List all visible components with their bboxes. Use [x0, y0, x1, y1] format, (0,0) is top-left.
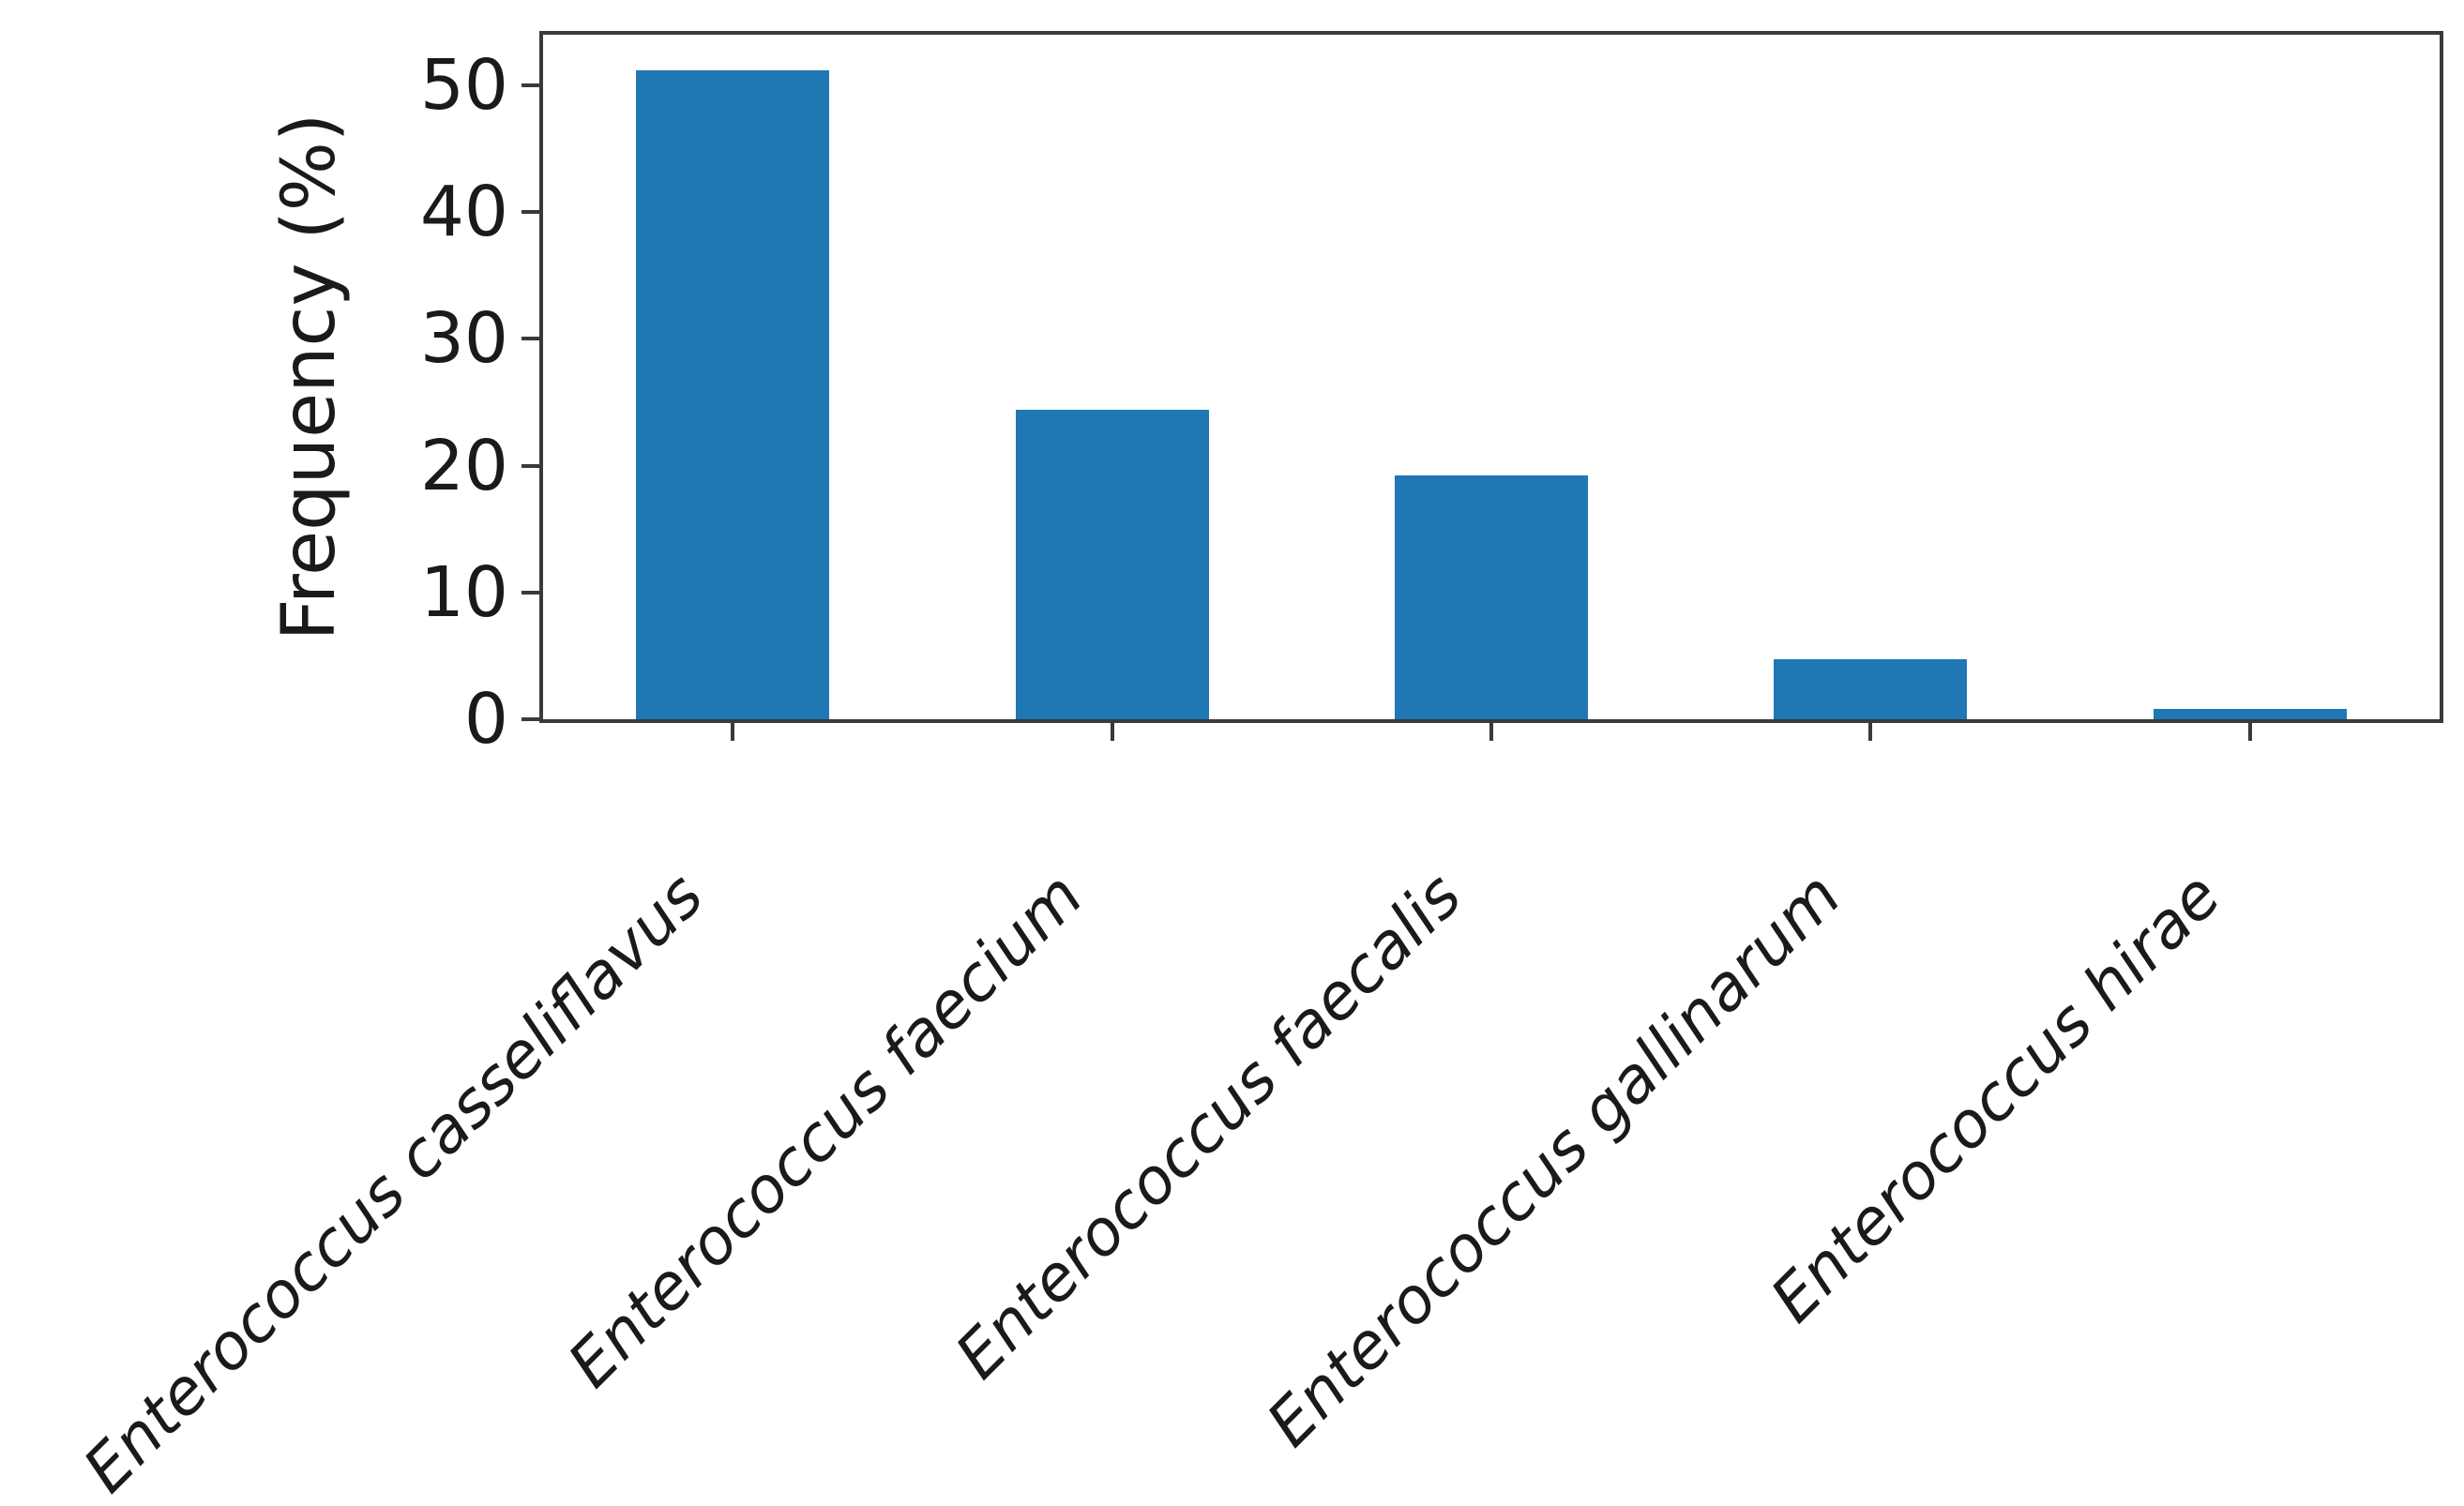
x-tick-mark: [1110, 723, 1114, 741]
y-tick-label: 10: [419, 551, 508, 633]
y-tick-label: 50: [419, 45, 508, 127]
x-tick-label: Enterococcus casseliflavus: [68, 858, 718, 1506]
y-tick-mark: [522, 210, 539, 215]
y-axis-label: Frequency (%): [267, 113, 352, 641]
bar: [1774, 659, 1968, 719]
x-tick-mark: [1489, 723, 1493, 741]
y-tick-label: 40: [419, 172, 508, 253]
x-tick-mark: [2247, 723, 2252, 741]
y-tick-label: 30: [419, 298, 508, 380]
plot-area: [539, 31, 2443, 723]
y-tick-label: 0: [463, 679, 508, 760]
y-tick-label: 20: [419, 425, 508, 506]
y-tick-mark: [522, 463, 539, 468]
y-tick-mark: [522, 83, 539, 88]
y-tick-mark: [522, 590, 539, 595]
y-tick-mark: [522, 717, 539, 721]
bar: [636, 69, 830, 719]
bar: [2153, 709, 2347, 719]
x-tick-mark: [1868, 723, 1873, 741]
y-tick-mark: [522, 337, 539, 341]
bar: [1015, 410, 1209, 719]
x-tick-mark: [731, 723, 735, 741]
bar: [1395, 475, 1588, 719]
